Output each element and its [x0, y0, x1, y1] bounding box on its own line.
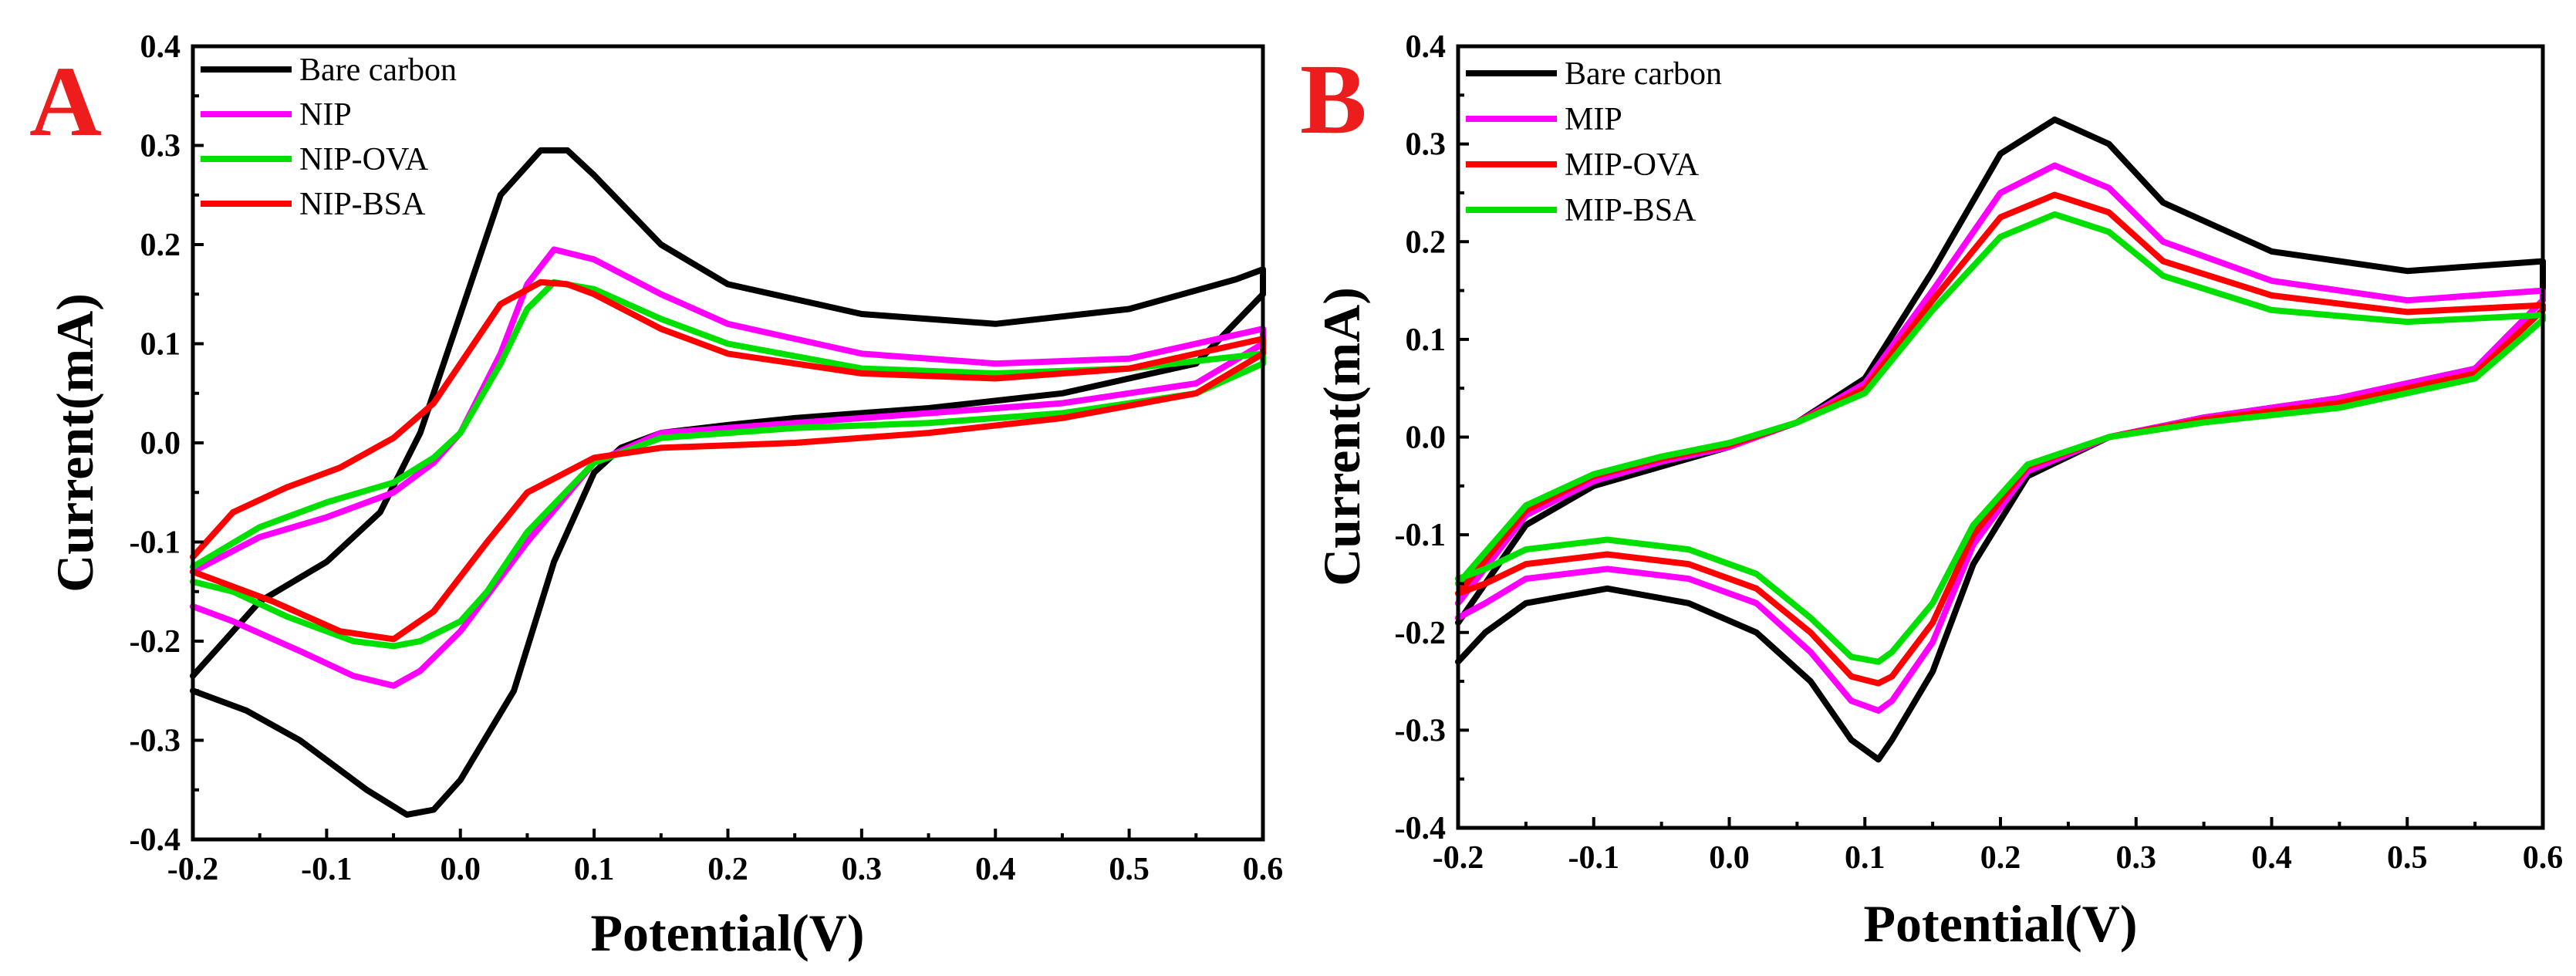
panel-a-y-tick-label: -0.4 — [130, 822, 181, 858]
panel-a-y-tick-label: 0.0 — [140, 426, 181, 461]
panel-a-legend: Bare carbon NIP NIP-OVA NIP-BSA — [201, 52, 457, 222]
panel-a-legend-label-nip-bsa: NIP-BSA — [299, 187, 426, 222]
panel-a-x-ticks: -0.2 -0.1 0.0 0.1 0.2 0.3 0.4 0.5 0.6 — [167, 829, 1284, 887]
panel-b: B -0.2 -0.1 0.0 0.1 0.2 0.3 0.4 0.5 0.6 0.40.30.… — [1300, 29, 2563, 953]
panel-b-y-tick-label: 0.2 — [1406, 225, 1447, 260]
panel-b-legend-label-mip-bsa: MIP-BSA — [1565, 193, 1697, 228]
panel-a-x-tick-label: -0.2 — [167, 852, 219, 887]
panel-b-x-ticks: -0.2 -0.1 0.0 0.1 0.2 0.3 0.4 0.5 0.6 — [1433, 817, 2564, 876]
panel-a-x-tick-label: 0.0 — [441, 852, 481, 887]
panel-a-legend-label-nip-ova: NIP-OVA — [299, 142, 429, 177]
panel-a-label: A — [29, 46, 102, 157]
panel-b-x-tick-label: 0.1 — [1845, 840, 1886, 876]
panel-b-x-axis-title: Potential(V) — [1863, 894, 2137, 953]
panel-a-y-tick-label: -0.1 — [130, 525, 181, 561]
panel-b-x-tick-label: 0.4 — [2251, 840, 2292, 876]
panel-a-x-axis-title: Potential(V) — [590, 903, 864, 962]
panel-b-legend-label-bare-carbon: Bare carbon — [1565, 56, 1722, 92]
panel-a-x-tick-label: 0.6 — [1243, 852, 1284, 887]
panel-a-y-tick-label: -0.2 — [130, 624, 181, 660]
panel-a-series-nip-ova — [190, 279, 1266, 650]
panel-a-y-tick-label: -0.3 — [130, 724, 181, 759]
panel-a-y-tick-label: 0.1 — [140, 327, 181, 363]
panel-b-plot-area — [1455, 117, 2546, 763]
panel-b-x-tick-label: -0.2 — [1433, 840, 1484, 876]
panel-b-legend-label-mip-ova: MIP-OVA — [1565, 147, 1700, 183]
panel-a-x-tick-label: 0.2 — [707, 852, 748, 887]
panel-b-y-tick-label: -0.2 — [1395, 616, 1447, 651]
panel-b-x-tick-label: 0.6 — [2523, 840, 2564, 876]
panel-b-x-tick-label: 0.5 — [2387, 840, 2428, 876]
panel-b-y-tick-label: 0.1 — [1406, 323, 1447, 358]
panel-b-x-tick-label: 0.0 — [1709, 840, 1750, 876]
panel-a-plot-area — [190, 147, 1266, 818]
panel-a-y-tick-label: 0.3 — [140, 129, 181, 164]
panel-a-y-tick-label: 0.4 — [140, 29, 181, 65]
panel-a-y-axis-title: Current(mA) — [46, 293, 104, 593]
panel-b-label: B — [1300, 44, 1367, 155]
panel-a-legend-label-bare-carbon: Bare carbon — [299, 52, 457, 88]
panel-b-y-axis-title: Current(mA) — [1312, 287, 1371, 586]
panel-b-x-tick-label: 0.2 — [1980, 840, 2021, 876]
panel-a-x-tick-label: 0.4 — [975, 852, 1016, 887]
panel-a-series-nip-bsa — [190, 279, 1266, 643]
panel-b-x-tick-label: 0.3 — [2116, 840, 2157, 876]
panel-a-series-bare-carbon — [190, 147, 1266, 818]
panel-a-x-tick-label: 0.5 — [1109, 852, 1150, 887]
panel-b-y-tick-label: 0.4 — [1406, 29, 1447, 65]
panel-b-y-tick-label: 0.3 — [1406, 127, 1447, 163]
panel-b-legend: Bare carbon MIP MIP-OVA MIP-BSA — [1466, 56, 1722, 228]
panel-b-y-tick-label: -0.3 — [1395, 713, 1447, 748]
panel-b-series-mip-bsa — [1455, 211, 2546, 665]
panel-b-legend-label-mip: MIP — [1565, 102, 1622, 137]
panel-b-y-tick-label: -0.1 — [1395, 518, 1447, 553]
panel-a-y-ticks: 0.4 0.3 0.2 0.1 0.0 -0.1 -0.2 -0.3 -0.4 — [130, 29, 204, 858]
panel-b-y-tick-label: 0.0 — [1406, 420, 1447, 456]
panel-a-x-tick-label: 0.3 — [842, 852, 883, 887]
panel-a-x-tick-label: -0.1 — [301, 852, 353, 887]
panel-b-y-ticks: 0.4 0.3 0.2 0.1 0.0 -0.1 -0.2 -0.3 -0.4 — [1395, 29, 1469, 846]
panel-a-y-tick-label: 0.2 — [140, 228, 181, 263]
panel-a: A -0.2 -0.1 0.0 0.1 0.2 0.3 0.4 0.5 0.6 0.40.30.… — [29, 29, 1283, 962]
panel-b-y-tick-label: -0.4 — [1395, 811, 1447, 846]
panel-b-series-mip — [1455, 162, 2546, 714]
panel-a-legend-label-nip: NIP — [299, 97, 352, 133]
panel-a-x-tick-label: 0.1 — [574, 852, 615, 887]
panel-b-x-tick-label: -0.1 — [1568, 840, 1620, 876]
